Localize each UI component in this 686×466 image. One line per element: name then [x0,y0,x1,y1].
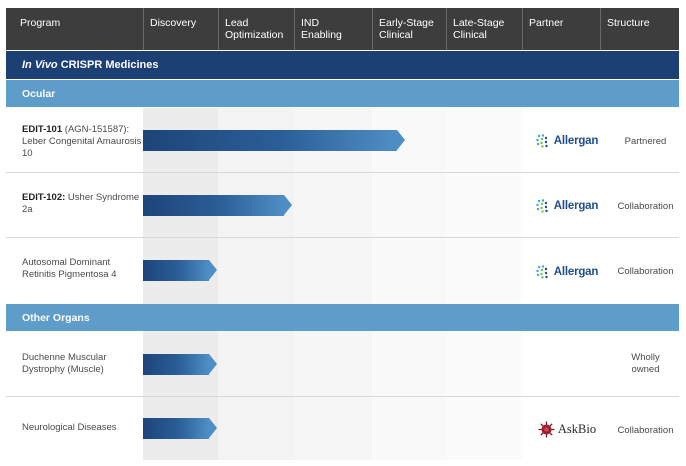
structure-label: Wholly owned [631,352,660,375]
header-structure: Structure [600,8,679,50]
program-row[interactable]: EDIT-102: Usher Syndrome 2a Allergan Col… [6,173,679,238]
program-name: Duchenne Muscular Dystrophy (Muscle) [22,352,107,375]
group-other-organs: Other Organs [6,304,679,331]
stage-progress-bar [143,354,217,375]
allergan-dots-icon [536,134,548,148]
stage-progress-bar [143,418,217,439]
structure-label: Partnered [624,136,667,147]
program-name: EDIT-102: Usher Syndrome 2a [22,192,140,215]
structure-label: Collaboration [617,201,674,212]
partner-logo-allergan: Allergan [528,262,606,282]
row-divider [6,172,679,173]
program-row[interactable]: Duchenne Muscular Dystrophy (Muscle) Who… [6,332,679,397]
askbio-virus-icon [538,421,555,437]
stage-progress-bar [143,130,405,151]
group-ocular: Ocular [6,80,679,107]
table-header: Program Discovery Lead Optimization IND … [6,8,679,50]
program-row[interactable]: Autosomal Dominant Retinitis Pigmentosa … [6,238,679,303]
section-title-italic: In Vivo [22,59,58,71]
late-stage-column-shade [446,108,522,460]
stage-progress-bar [143,195,292,216]
section-title: In Vivo CRISPR Medicines [6,51,679,79]
program-row[interactable]: Neurological Diseases AskBio Collaborati… [6,397,679,460]
stage-progress-bar [143,260,217,281]
header-late-stage-clinical: Late-Stage Clinical [446,8,522,50]
header-discovery: Discovery [143,8,218,50]
structure-label: Collaboration [617,266,674,277]
row-divider [6,237,679,238]
row-divider [6,396,679,397]
allergan-dots-icon [536,265,548,279]
partner-logo-askbio: AskBio [528,419,606,439]
discovery-column-shade [143,108,218,460]
allergan-dots-icon [536,199,548,213]
ind-enabling-column-shade [294,108,372,460]
structure-label: Collaboration [617,425,674,436]
section-title-rest: CRISPR Medicines [57,59,159,71]
program-name: EDIT-101 (AGN-151587): Leber Congenital … [22,124,142,159]
header-early-stage-clinical: Early-Stage Clinical [372,8,446,50]
header-program: Program [20,17,61,29]
partner-logo-allergan: Allergan [528,131,606,151]
program-name: Autosomal Dominant Retinitis Pigmentosa … [22,257,117,280]
program-row[interactable]: EDIT-101 (AGN-151587): Leber Congenital … [6,108,679,173]
partner-logo-allergan: Allergan [528,196,606,216]
program-name: Neurological Diseases [22,422,117,433]
header-lead-optimization: Lead Optimization [218,8,294,50]
header-ind-enabling: IND Enabling [294,8,372,50]
lead-optimization-column-shade [218,108,294,460]
header-partner: Partner [522,8,600,50]
early-stage-column-shade [372,108,446,460]
